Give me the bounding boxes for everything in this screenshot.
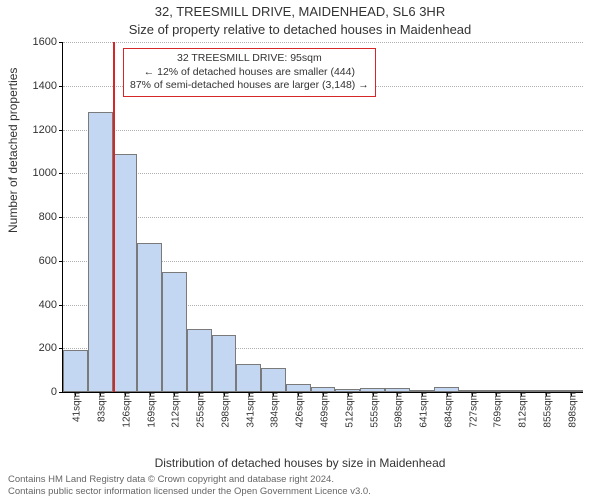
gridline — [63, 42, 583, 43]
x-tick-label: 769sqm — [489, 392, 504, 428]
histogram-bar — [63, 350, 88, 392]
y-tick-label: 600 — [39, 255, 63, 267]
gridline — [63, 130, 583, 131]
x-tick-label: 727sqm — [464, 392, 479, 428]
annotation-line-3: 87% of semi-detached houses are larger (… — [130, 79, 369, 93]
x-tick-label: 126sqm — [117, 392, 132, 428]
footer-attribution: Contains HM Land Registry data © Crown c… — [8, 474, 592, 498]
footer-line-2: Contains public sector information licen… — [8, 486, 592, 498]
histogram-bar — [236, 364, 261, 392]
y-axis-label: Number of detached properties — [6, 68, 20, 233]
x-tick-label: 855sqm — [538, 392, 553, 428]
x-tick-label: 555sqm — [365, 392, 380, 428]
x-tick-label: 512sqm — [340, 392, 355, 428]
x-tick-label: 384sqm — [266, 392, 281, 428]
x-tick-label: 426sqm — [291, 392, 306, 428]
y-tick-label: 1000 — [33, 167, 63, 179]
y-tick-label: 1400 — [33, 80, 63, 92]
x-tick-label: 812sqm — [514, 392, 529, 428]
gridline — [63, 217, 583, 218]
histogram-bar — [137, 243, 162, 392]
x-tick-label: 684sqm — [439, 392, 454, 428]
x-axis-label: Distribution of detached houses by size … — [0, 456, 600, 470]
x-tick-label: 255sqm — [192, 392, 207, 428]
x-tick-label: 341sqm — [241, 392, 256, 428]
x-tick-label: 83sqm — [93, 392, 108, 422]
y-tick-label: 400 — [39, 299, 63, 311]
x-tick-label: 641sqm — [415, 392, 430, 428]
y-tick-label: 1200 — [33, 124, 63, 136]
marker-line — [113, 42, 115, 392]
histogram-bar — [187, 329, 212, 392]
histogram-bar — [286, 384, 311, 392]
x-tick-label: 898sqm — [563, 392, 578, 428]
gridline — [63, 173, 583, 174]
plot-area: 0200400600800100012001400160041sqm83sqm1… — [62, 42, 583, 393]
chart-container: 32, TREESMILL DRIVE, MAIDENHEAD, SL6 3HR… — [0, 0, 600, 500]
histogram-bar — [212, 335, 237, 392]
x-tick-label: 169sqm — [142, 392, 157, 428]
annotation-box: 32 TREESMILL DRIVE: 95sqm ← 12% of detac… — [123, 48, 376, 97]
annotation-line-2: ← 12% of detached houses are smaller (44… — [130, 66, 369, 80]
annotation-line-1: 32 TREESMILL DRIVE: 95sqm — [130, 52, 369, 66]
footer-line-1: Contains HM Land Registry data © Crown c… — [8, 474, 592, 486]
x-tick-label: 212sqm — [167, 392, 182, 428]
x-tick-label: 598sqm — [390, 392, 405, 428]
x-tick-label: 469sqm — [316, 392, 331, 428]
y-tick-label: 200 — [39, 342, 63, 354]
x-tick-label: 298sqm — [216, 392, 231, 428]
histogram-bar — [113, 154, 138, 392]
chart-subtitle: Size of property relative to detached ho… — [0, 22, 600, 37]
y-tick-label: 1600 — [33, 36, 63, 48]
histogram-bar — [88, 112, 113, 392]
y-tick-label: 800 — [39, 211, 63, 223]
x-tick-label: 41sqm — [68, 392, 83, 422]
chart-title: 32, TREESMILL DRIVE, MAIDENHEAD, SL6 3HR — [0, 4, 600, 19]
y-tick-label: 0 — [51, 386, 63, 398]
histogram-bar — [162, 272, 187, 392]
histogram-bar — [261, 368, 286, 392]
